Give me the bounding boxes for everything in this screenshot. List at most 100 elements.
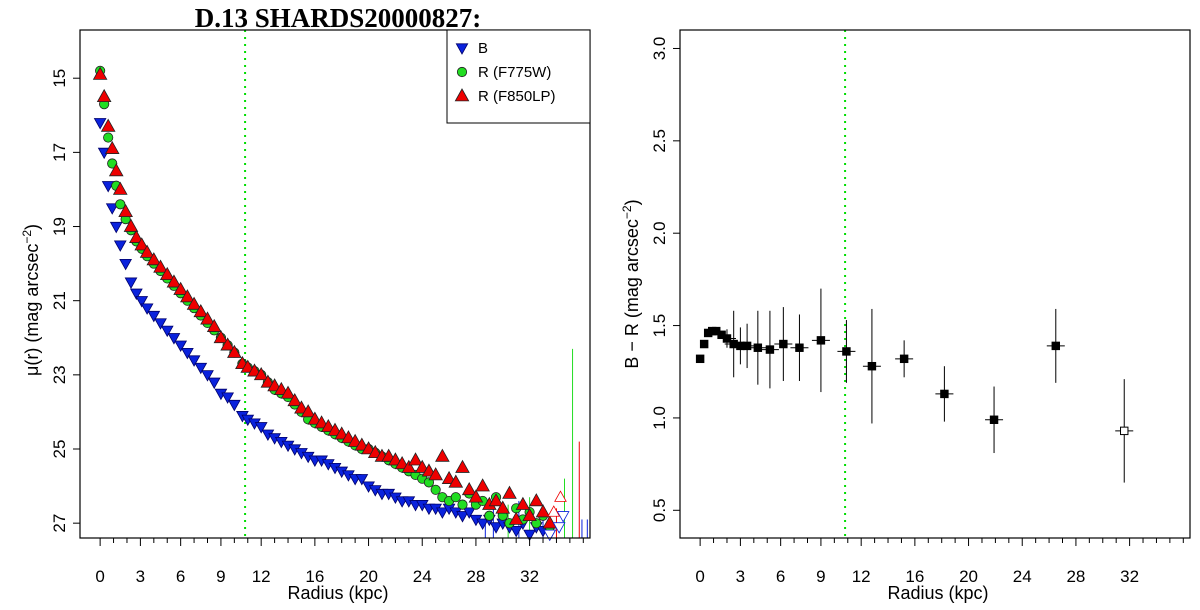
legend-entries: B R (F775W) R (F850LP) xyxy=(454,40,556,105)
y-tick-label: 1.0 xyxy=(650,406,669,430)
data-point xyxy=(867,361,877,371)
x-tick-label: 3 xyxy=(736,567,745,586)
data-point xyxy=(523,529,536,542)
data-point xyxy=(159,266,175,281)
data-point xyxy=(220,337,235,351)
data-point xyxy=(428,467,443,481)
x-axis-right: 0 3 6 9 12 16 20 24 28 32 xyxy=(695,538,1184,586)
x-axis-label-left: Radius (kpc) xyxy=(287,583,388,603)
x-tick-label: 9 xyxy=(216,567,225,586)
data-point xyxy=(361,441,376,455)
data-point xyxy=(1120,426,1129,436)
data-point xyxy=(435,507,449,519)
data-point xyxy=(146,252,162,266)
data-point xyxy=(201,370,214,382)
data-point xyxy=(414,459,430,473)
x-tick-label: 0 xyxy=(95,567,104,586)
legend-marker xyxy=(455,43,469,55)
data-point xyxy=(147,310,161,323)
data-point xyxy=(430,484,441,495)
data-point xyxy=(174,340,188,353)
data-point xyxy=(535,504,551,518)
data-point xyxy=(515,496,531,510)
y-axis-label-right-main: B − R (mag arcsec xyxy=(622,219,642,369)
data-point xyxy=(468,489,484,503)
data-point xyxy=(108,163,124,177)
color-point xyxy=(811,288,830,393)
data-point xyxy=(92,66,108,80)
data-point xyxy=(294,400,309,414)
data-point xyxy=(267,378,282,392)
data-point xyxy=(180,289,195,303)
data-point xyxy=(129,288,143,301)
data-point xyxy=(260,374,276,388)
x-tick-label: 12 xyxy=(852,567,871,586)
x-tick-label: 24 xyxy=(413,567,432,586)
data-point xyxy=(509,525,523,538)
data-point xyxy=(314,415,329,429)
color-point xyxy=(935,366,954,422)
x-tick-label: 28 xyxy=(466,567,485,586)
data-point xyxy=(753,343,763,352)
y-tick-label: 25 xyxy=(50,440,69,459)
color-point xyxy=(748,310,767,385)
y-axis-label-left-main: μ(r) (mag arcsec xyxy=(22,244,42,376)
x-axis-label-right: Radius (kpc) xyxy=(887,583,988,603)
data-point xyxy=(153,259,168,273)
x-tick-label: 9 xyxy=(816,567,825,586)
data-point xyxy=(93,118,107,130)
data-point xyxy=(213,329,229,344)
open-data-point xyxy=(556,511,570,523)
color-point xyxy=(774,307,793,381)
data-point xyxy=(166,274,182,288)
data-point xyxy=(475,478,490,492)
right-panel-color-profile: 0 3 6 9 12 16 20 24 28 32 0.5 1.0 1.5 2.0 2.5 3.0 Radi… xyxy=(620,29,1191,603)
y-axis-label-left: μ(r) (mag arcsec−2) xyxy=(20,224,42,376)
x-tick-label: 6 xyxy=(176,567,185,586)
data-point xyxy=(484,510,495,521)
data-point xyxy=(186,296,202,310)
data-point xyxy=(488,493,504,507)
legend-box xyxy=(446,29,591,124)
data-point xyxy=(457,499,468,510)
data-point xyxy=(489,522,503,534)
data-point xyxy=(448,474,464,488)
x-tick-label: 16 xyxy=(305,567,324,586)
data-point xyxy=(394,456,410,470)
color-point xyxy=(790,314,809,381)
y-tick-label: 27 xyxy=(50,514,69,533)
legend-marker xyxy=(454,88,470,102)
data-point xyxy=(280,385,296,399)
color-point xyxy=(837,320,856,383)
color-point xyxy=(717,329,736,348)
data-point xyxy=(388,452,403,466)
data-point xyxy=(899,354,909,364)
data-point xyxy=(123,218,139,232)
data-point xyxy=(107,158,118,169)
data-point xyxy=(455,459,470,473)
data-point xyxy=(441,470,457,484)
data-point xyxy=(187,355,201,367)
x-tick-label: 20 xyxy=(359,567,378,586)
series-b xyxy=(93,118,557,542)
open-data-point xyxy=(543,529,557,542)
open-markers-left xyxy=(543,490,570,542)
data-point xyxy=(300,404,316,418)
data-point xyxy=(103,132,114,143)
data-point xyxy=(421,463,437,477)
data-point xyxy=(779,339,788,349)
x-tick-label: 32 xyxy=(1120,567,1139,586)
series-right xyxy=(695,288,1134,483)
data-point xyxy=(100,118,116,132)
data-point xyxy=(542,515,558,529)
data-point xyxy=(207,377,221,390)
data-point xyxy=(105,203,119,215)
x-tick-label: 24 xyxy=(1013,567,1032,586)
data-point xyxy=(940,389,949,399)
data-point xyxy=(180,347,194,360)
data-point xyxy=(508,511,524,525)
data-point xyxy=(816,336,826,345)
data-point xyxy=(221,392,235,404)
open-data-point xyxy=(547,505,561,517)
data-point xyxy=(134,237,150,251)
